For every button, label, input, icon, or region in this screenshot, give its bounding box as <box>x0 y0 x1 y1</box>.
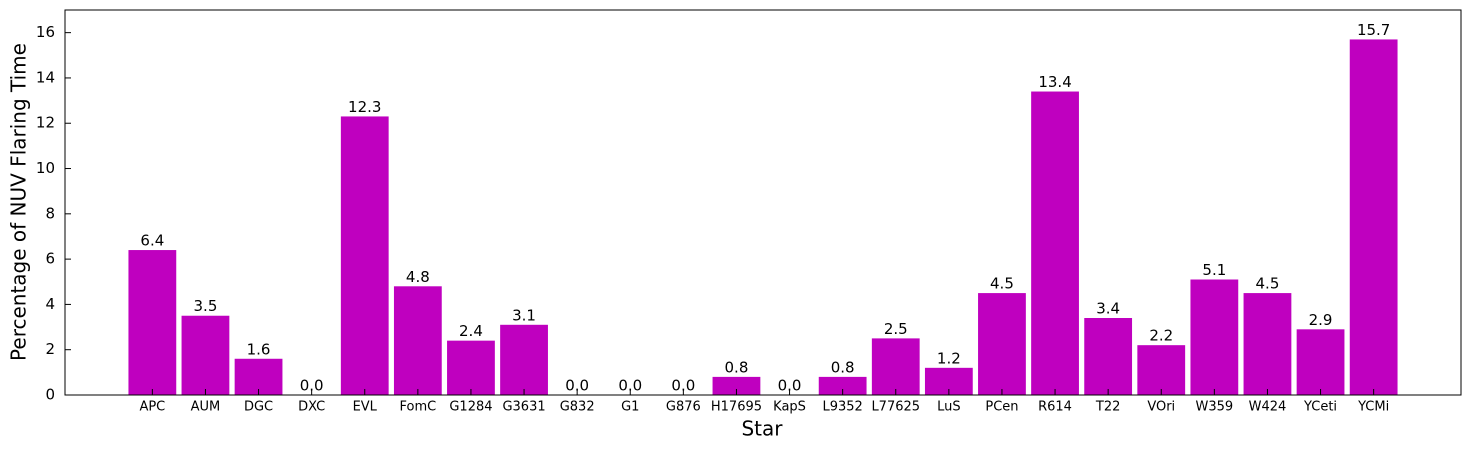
plot-frame <box>64 9 1462 396</box>
value-label: 0.0 <box>565 377 589 395</box>
value-label: 0.8 <box>831 358 855 376</box>
bar <box>978 293 1026 395</box>
y-tick-label: 8 <box>45 204 55 222</box>
value-label: 0.8 <box>725 358 749 376</box>
y-tick-label: 12 <box>36 114 55 132</box>
bar <box>500 324 548 395</box>
y-axis-label: Percentage of NUV Flaring Time <box>7 43 31 361</box>
bar <box>1031 91 1079 395</box>
x-tick-label: W359 <box>1196 400 1234 415</box>
bar <box>340 116 389 396</box>
y-tick-label: 6 <box>45 250 55 268</box>
value-label: 1.6 <box>247 340 271 358</box>
y-tick-label: 2 <box>45 340 55 358</box>
x-tick-label: W424 <box>1249 400 1287 415</box>
bar <box>393 286 442 395</box>
value-label: 3.5 <box>194 297 218 315</box>
value-label: 15.7 <box>1357 21 1390 39</box>
x-tick-label: L77625 <box>871 400 920 415</box>
bar <box>712 376 761 395</box>
y-tick-label: 14 <box>36 68 55 86</box>
x-tick-label: G1284 <box>449 400 492 415</box>
value-label: 2.4 <box>459 322 483 340</box>
x-tick-label: PCen <box>985 400 1018 415</box>
value-label: 0.0 <box>778 377 802 395</box>
x-tick-label: DXC <box>298 400 325 415</box>
value-label: 4.5 <box>990 275 1014 293</box>
bar <box>128 250 177 395</box>
bar <box>1190 279 1239 395</box>
value-label: 13.4 <box>1038 73 1071 91</box>
y-tick-label: 16 <box>36 23 55 41</box>
y-tick-label: 4 <box>45 295 55 313</box>
bar <box>1084 318 1133 395</box>
x-tick-label: T22 <box>1095 400 1120 415</box>
bar <box>1349 39 1398 396</box>
x-tick-label: YCMi <box>1357 400 1389 415</box>
bar <box>181 315 230 395</box>
x-tick-label: EVL <box>353 400 378 415</box>
y-tick-label: 0 <box>45 386 55 404</box>
value-label: 1.2 <box>937 349 961 367</box>
bar <box>818 376 867 395</box>
value-label: 6.4 <box>140 232 164 250</box>
x-tick-label: G1 <box>621 400 639 415</box>
x-tick-label: KapS <box>773 400 806 415</box>
x-tick-label: APC <box>139 400 165 415</box>
x-tick-label: FomC <box>399 400 436 415</box>
value-label: 4.5 <box>1256 275 1280 293</box>
x-tick-label: L9352 <box>822 400 862 415</box>
bar <box>447 340 495 395</box>
value-label: 2.5 <box>884 320 908 338</box>
x-tick-label: AUM <box>191 400 221 415</box>
x-tick-label: G876 <box>666 400 701 415</box>
x-tick-label: G832 <box>560 400 595 415</box>
bar <box>1296 329 1345 395</box>
x-tick-label: DGC <box>244 400 273 415</box>
x-axis-label: Star <box>741 417 783 441</box>
value-label: 3.1 <box>512 306 536 324</box>
value-label: 4.8 <box>406 268 430 286</box>
bar <box>234 358 283 395</box>
value-label: 0.0 <box>618 377 642 395</box>
bar <box>1243 293 1292 395</box>
value-label: 5.1 <box>1202 261 1226 279</box>
y-tick-label: 10 <box>36 159 55 177</box>
value-label: 0.0 <box>671 377 695 395</box>
value-label: 0.0 <box>300 377 324 395</box>
value-label: 12.3 <box>348 98 381 116</box>
x-tick-label: LuS <box>937 400 961 415</box>
value-label: 2.2 <box>1149 327 1173 345</box>
bar <box>1137 345 1186 395</box>
value-label: 2.9 <box>1309 311 1333 329</box>
value-label: 3.4 <box>1096 300 1120 318</box>
x-tick-label: H17695 <box>711 400 762 415</box>
x-tick-label: YCeti <box>1303 400 1337 415</box>
x-tick-label: VOri <box>1147 400 1175 415</box>
bar <box>871 338 920 395</box>
x-tick-label: G3631 <box>502 400 545 415</box>
x-tick-label: R614 <box>1038 400 1072 415</box>
